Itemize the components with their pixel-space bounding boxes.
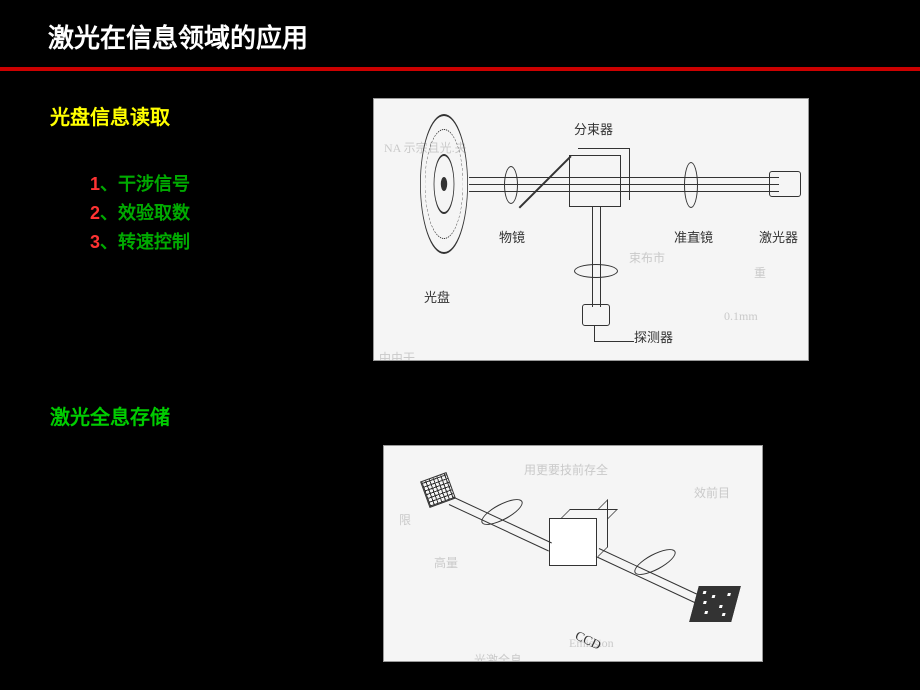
label-disc: 光盘: [424, 287, 450, 306]
ccd-icon: [420, 472, 456, 508]
ghost-text: 高量: [434, 554, 458, 571]
ghost-text: 用更要技前存全: [524, 461, 608, 478]
label-collimator: 准直镜: [674, 227, 713, 246]
ghost-text: 中由干: [379, 349, 415, 361]
list-separator: 、: [100, 174, 118, 194]
beamsplitter-icon: [569, 155, 621, 207]
laser-icon: [769, 171, 801, 197]
detector-icon: [582, 304, 610, 326]
connector-line: [594, 326, 595, 341]
list-text: 转速控制: [118, 232, 190, 252]
collimator-lens-icon: [684, 162, 698, 208]
label-objective: 物镜: [499, 227, 525, 246]
objective-lens-icon: [504, 166, 518, 204]
storage-crystal-icon: [549, 518, 597, 566]
slide-header: 激光在信息领域的应用: [0, 0, 920, 71]
list-separator: 、: [100, 203, 118, 223]
diagram-optical-disc: NA 示宗且光.夬 ccd 束布市 重 0.1mm 中由干 分束器 物镜 准直镜…: [373, 98, 809, 361]
list-number: 2: [90, 203, 100, 223]
label-beamsplitter: 分束器: [574, 119, 613, 138]
section2-heading: 激光全息存储: [50, 401, 170, 430]
slide-title: 激光在信息领域的应用: [48, 18, 920, 55]
list-number: 1: [90, 174, 100, 194]
diagram-holographic-storage: 用更要技前存全 效前目 限 高量 Emission 光激全息 CCD 透镜 参考…: [383, 445, 763, 662]
object-beam-icon: [689, 586, 741, 622]
ghost-text: 0.1mm: [724, 309, 758, 324]
label-laser: 激光器: [759, 227, 798, 246]
beam-line: [592, 207, 593, 307]
list-text: 干涉信号: [118, 174, 190, 194]
ghost-text: 束布市: [629, 249, 665, 266]
beam-line: [600, 207, 601, 307]
list-separator: 、: [100, 232, 118, 252]
label-detector: 探测器: [634, 327, 673, 346]
ghost-text: 限: [399, 511, 411, 528]
ghost-text: 效前目: [694, 484, 730, 501]
focus-lens-icon: [574, 264, 618, 278]
list-number: 3: [90, 232, 100, 252]
ghost-text: 重: [754, 264, 766, 281]
ghost-text: 光激全息: [474, 651, 522, 662]
connector-line: [594, 341, 634, 342]
list-text: 效验取数: [118, 203, 190, 223]
